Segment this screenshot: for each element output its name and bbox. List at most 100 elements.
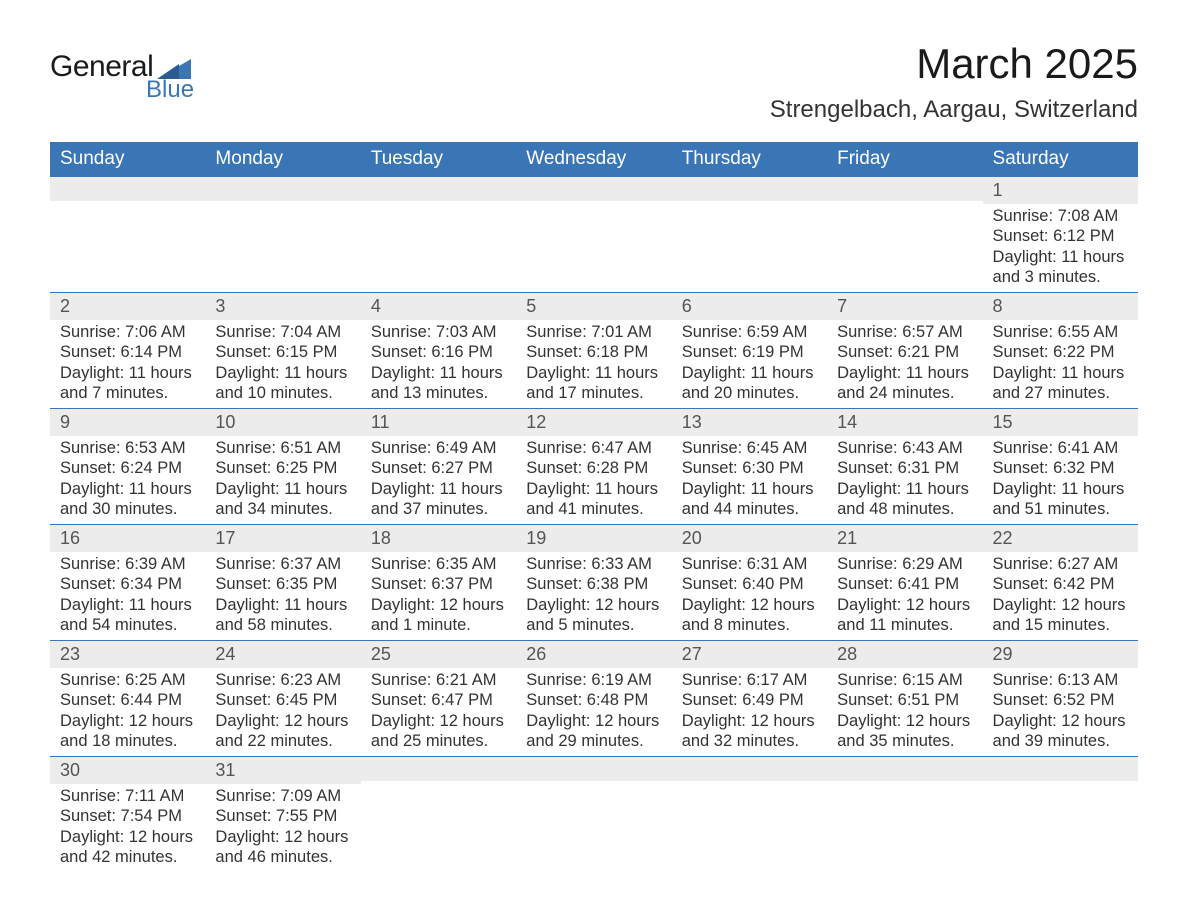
month-title: March 2025	[770, 40, 1138, 88]
sunrise-text: Sunrise: 6:47 AM	[526, 438, 661, 459]
day-number	[516, 757, 671, 781]
day-number: 7	[827, 293, 982, 320]
day-body: Sunrise: 6:41 AMSunset: 6:32 PMDaylight:…	[983, 436, 1138, 525]
sunset-text: Sunset: 6:12 PM	[993, 226, 1128, 247]
weekday-header: Sunday	[50, 142, 205, 177]
day-number: 25	[361, 641, 516, 668]
sunrise-text: Sunrise: 7:04 AM	[215, 322, 350, 343]
daylight-text: Daylight: 12 hours and 15 minutes.	[993, 595, 1128, 636]
logo-text-general: General	[50, 50, 153, 84]
day-body	[205, 201, 360, 281]
sunrise-text: Sunrise: 7:11 AM	[60, 786, 195, 807]
day-body: Sunrise: 7:06 AMSunset: 6:14 PMDaylight:…	[50, 320, 205, 409]
sunrise-text: Sunrise: 6:51 AM	[215, 438, 350, 459]
day-number: 20	[672, 525, 827, 552]
sunrise-text: Sunrise: 6:37 AM	[215, 554, 350, 575]
day-number	[983, 757, 1138, 781]
day-number: 2	[50, 293, 205, 320]
sunset-text: Sunset: 6:24 PM	[60, 458, 195, 479]
day-number: 6	[672, 293, 827, 320]
day-number: 22	[983, 525, 1138, 552]
sunrise-text: Sunrise: 6:17 AM	[682, 670, 817, 691]
day-body: Sunrise: 6:43 AMSunset: 6:31 PMDaylight:…	[827, 436, 982, 525]
daylight-text: Daylight: 11 hours and 27 minutes.	[993, 363, 1128, 404]
sunrise-text: Sunrise: 6:31 AM	[682, 554, 817, 575]
weekday-header: Monday	[205, 142, 360, 177]
day-body	[516, 781, 671, 861]
sunset-text: Sunset: 7:55 PM	[215, 806, 350, 827]
day-number: 10	[205, 409, 360, 436]
sunset-text: Sunset: 6:41 PM	[837, 574, 972, 595]
sunset-text: Sunset: 6:21 PM	[837, 342, 972, 363]
day-number: 11	[361, 409, 516, 436]
sunset-text: Sunset: 6:52 PM	[993, 690, 1128, 711]
day-body: Sunrise: 6:31 AMSunset: 6:40 PMDaylight:…	[672, 552, 827, 641]
daylight-text: Daylight: 12 hours and 8 minutes.	[682, 595, 817, 636]
day-body: Sunrise: 6:53 AMSunset: 6:24 PMDaylight:…	[50, 436, 205, 525]
day-body: Sunrise: 7:09 AMSunset: 7:55 PMDaylight:…	[205, 784, 360, 873]
sunset-text: Sunset: 6:30 PM	[682, 458, 817, 479]
day-number: 18	[361, 525, 516, 552]
day-body: Sunrise: 6:25 AMSunset: 6:44 PMDaylight:…	[50, 668, 205, 757]
day-body: Sunrise: 6:15 AMSunset: 6:51 PMDaylight:…	[827, 668, 982, 757]
calendar-day: 23Sunrise: 6:25 AMSunset: 6:44 PMDayligh…	[50, 641, 205, 757]
calendar-day: 16Sunrise: 6:39 AMSunset: 6:34 PMDayligh…	[50, 525, 205, 641]
sunrise-text: Sunrise: 6:13 AM	[993, 670, 1128, 691]
sunrise-text: Sunrise: 6:39 AM	[60, 554, 195, 575]
sunrise-text: Sunrise: 6:45 AM	[682, 438, 817, 459]
day-body: Sunrise: 7:01 AMSunset: 6:18 PMDaylight:…	[516, 320, 671, 409]
day-body: Sunrise: 6:57 AMSunset: 6:21 PMDaylight:…	[827, 320, 982, 409]
calendar-day: 12Sunrise: 6:47 AMSunset: 6:28 PMDayligh…	[516, 409, 671, 525]
sunset-text: Sunset: 6:31 PM	[837, 458, 972, 479]
sunrise-text: Sunrise: 6:21 AM	[371, 670, 506, 691]
calendar-week: 9Sunrise: 6:53 AMSunset: 6:24 PMDaylight…	[50, 409, 1138, 525]
calendar-day: 2Sunrise: 7:06 AMSunset: 6:14 PMDaylight…	[50, 293, 205, 409]
day-number: 16	[50, 525, 205, 552]
sunset-text: Sunset: 6:19 PM	[682, 342, 817, 363]
day-number: 28	[827, 641, 982, 668]
daylight-text: Daylight: 11 hours and 44 minutes.	[682, 479, 817, 520]
day-number	[672, 177, 827, 201]
sunset-text: Sunset: 6:42 PM	[993, 574, 1128, 595]
sunrise-text: Sunrise: 7:03 AM	[371, 322, 506, 343]
calendar-week: 1Sunrise: 7:08 AMSunset: 6:12 PMDaylight…	[50, 177, 1138, 293]
daylight-text: Daylight: 11 hours and 20 minutes.	[682, 363, 817, 404]
daylight-text: Daylight: 11 hours and 10 minutes.	[215, 363, 350, 404]
sunset-text: Sunset: 6:38 PM	[526, 574, 661, 595]
day-number: 21	[827, 525, 982, 552]
day-number	[205, 177, 360, 201]
daylight-text: Daylight: 11 hours and 34 minutes.	[215, 479, 350, 520]
day-number: 5	[516, 293, 671, 320]
calendar-day	[672, 757, 827, 873]
day-body: Sunrise: 6:49 AMSunset: 6:27 PMDaylight:…	[361, 436, 516, 525]
sunset-text: Sunset: 6:48 PM	[526, 690, 661, 711]
sunrise-text: Sunrise: 6:33 AM	[526, 554, 661, 575]
sunset-text: Sunset: 6:35 PM	[215, 574, 350, 595]
sunrise-text: Sunrise: 6:59 AM	[682, 322, 817, 343]
day-number	[827, 177, 982, 201]
daylight-text: Daylight: 11 hours and 37 minutes.	[371, 479, 506, 520]
calendar-day	[516, 757, 671, 873]
calendar-day	[205, 177, 360, 293]
day-body	[361, 781, 516, 861]
calendar-day: 8Sunrise: 6:55 AMSunset: 6:22 PMDaylight…	[983, 293, 1138, 409]
day-body: Sunrise: 6:39 AMSunset: 6:34 PMDaylight:…	[50, 552, 205, 641]
daylight-text: Daylight: 11 hours and 13 minutes.	[371, 363, 506, 404]
daylight-text: Daylight: 11 hours and 7 minutes.	[60, 363, 195, 404]
daylight-text: Daylight: 11 hours and 58 minutes.	[215, 595, 350, 636]
calendar-day: 11Sunrise: 6:49 AMSunset: 6:27 PMDayligh…	[361, 409, 516, 525]
sunset-text: Sunset: 7:54 PM	[60, 806, 195, 827]
daylight-text: Daylight: 12 hours and 5 minutes.	[526, 595, 661, 636]
daylight-text: Daylight: 11 hours and 3 minutes.	[993, 247, 1128, 288]
daylight-text: Daylight: 12 hours and 39 minutes.	[993, 711, 1128, 752]
day-body	[50, 201, 205, 281]
day-body: Sunrise: 7:11 AMSunset: 7:54 PMDaylight:…	[50, 784, 205, 873]
calendar-header: Sunday Monday Tuesday Wednesday Thursday…	[50, 142, 1138, 177]
day-number: 17	[205, 525, 360, 552]
calendar-day	[827, 177, 982, 293]
day-body	[672, 781, 827, 861]
daylight-text: Daylight: 12 hours and 18 minutes.	[60, 711, 195, 752]
weekday-header: Wednesday	[516, 142, 671, 177]
calendar-week: 16Sunrise: 6:39 AMSunset: 6:34 PMDayligh…	[50, 525, 1138, 641]
day-body: Sunrise: 6:13 AMSunset: 6:52 PMDaylight:…	[983, 668, 1138, 757]
